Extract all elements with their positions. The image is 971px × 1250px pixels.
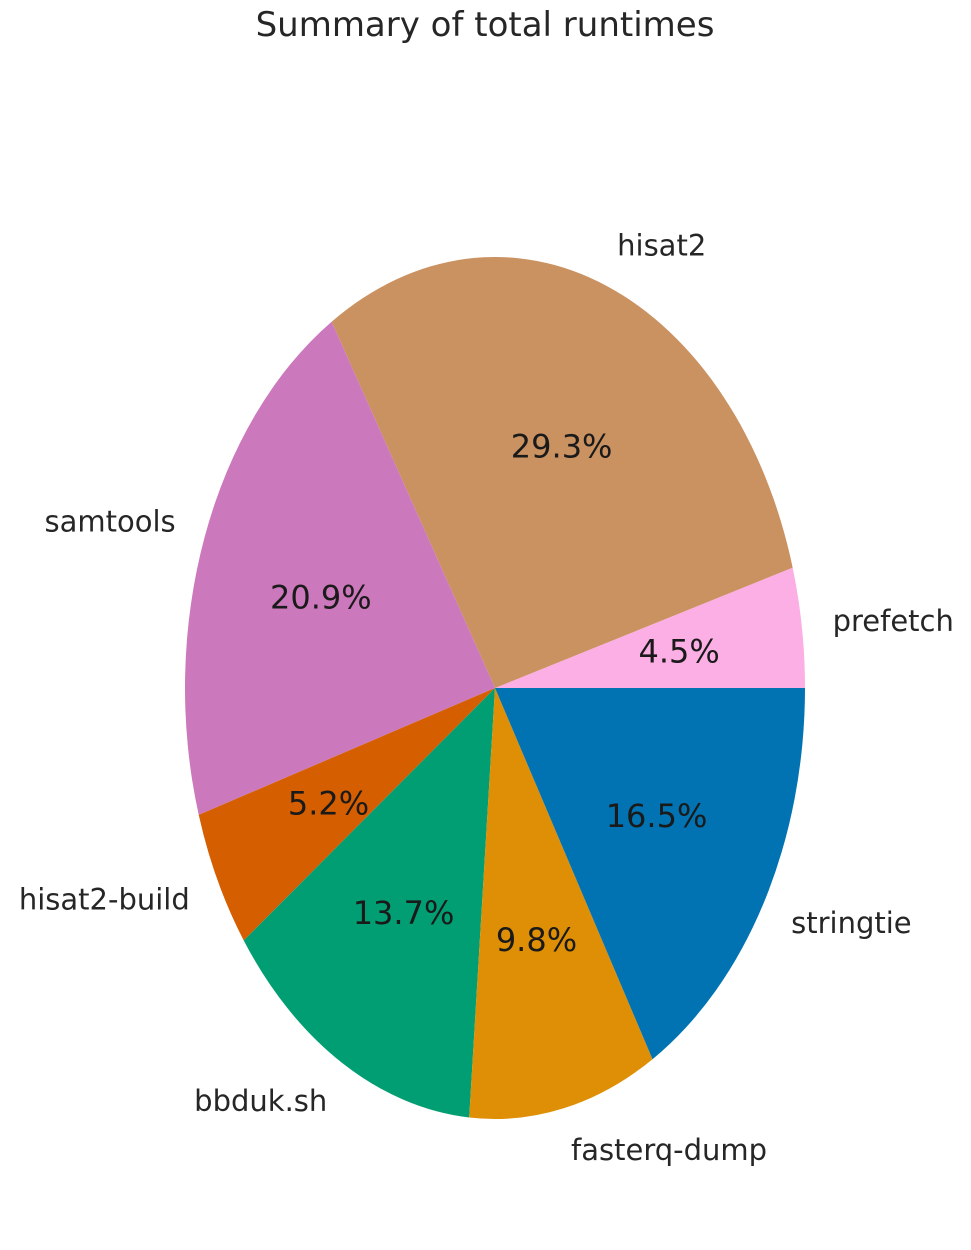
- slice-percent-label: 20.9%: [270, 578, 372, 616]
- pie-slice-samtools: [185, 321, 495, 815]
- pie-slices: [185, 257, 805, 1119]
- slice-percent-label: 13.7%: [353, 894, 455, 932]
- slice-label: fasterq-dump: [571, 1133, 767, 1167]
- slice-label: samtools: [45, 505, 176, 539]
- chart-title: Summary of total runtimes: [256, 5, 715, 45]
- pie-percent-labels: 4.5% 29.3% 20.9% 5.2% 13.7% 9.8% 16.5%: [270, 428, 720, 960]
- pie-labels: prefetch hisat2 samtools hisat2-build bbduk.…: [19, 228, 954, 1167]
- slice-label: stringtie: [791, 906, 912, 940]
- pie-slice-hisat2: [331, 257, 793, 688]
- slice-label: hisat2-build: [19, 882, 190, 916]
- slice-label: hisat2: [617, 228, 706, 262]
- pie-slice-hisat2-build: [198, 688, 495, 941]
- slice-percent-label: 5.2%: [288, 784, 369, 822]
- slice-percent-label: 29.3%: [511, 428, 613, 466]
- pie-slice-stringtie: [495, 688, 805, 1060]
- slice-label: bbduk.sh: [194, 1084, 327, 1118]
- slice-percent-label: 16.5%: [606, 797, 708, 835]
- pie-slice-bbduk-sh: [243, 688, 495, 1118]
- slice-percent-label: 9.8%: [496, 921, 577, 959]
- pie-slice-prefetch: [495, 567, 805, 688]
- slice-label: prefetch: [833, 604, 954, 638]
- pie-slice-fasterq-dump: [469, 688, 653, 1119]
- slice-percent-label: 4.5%: [638, 633, 719, 671]
